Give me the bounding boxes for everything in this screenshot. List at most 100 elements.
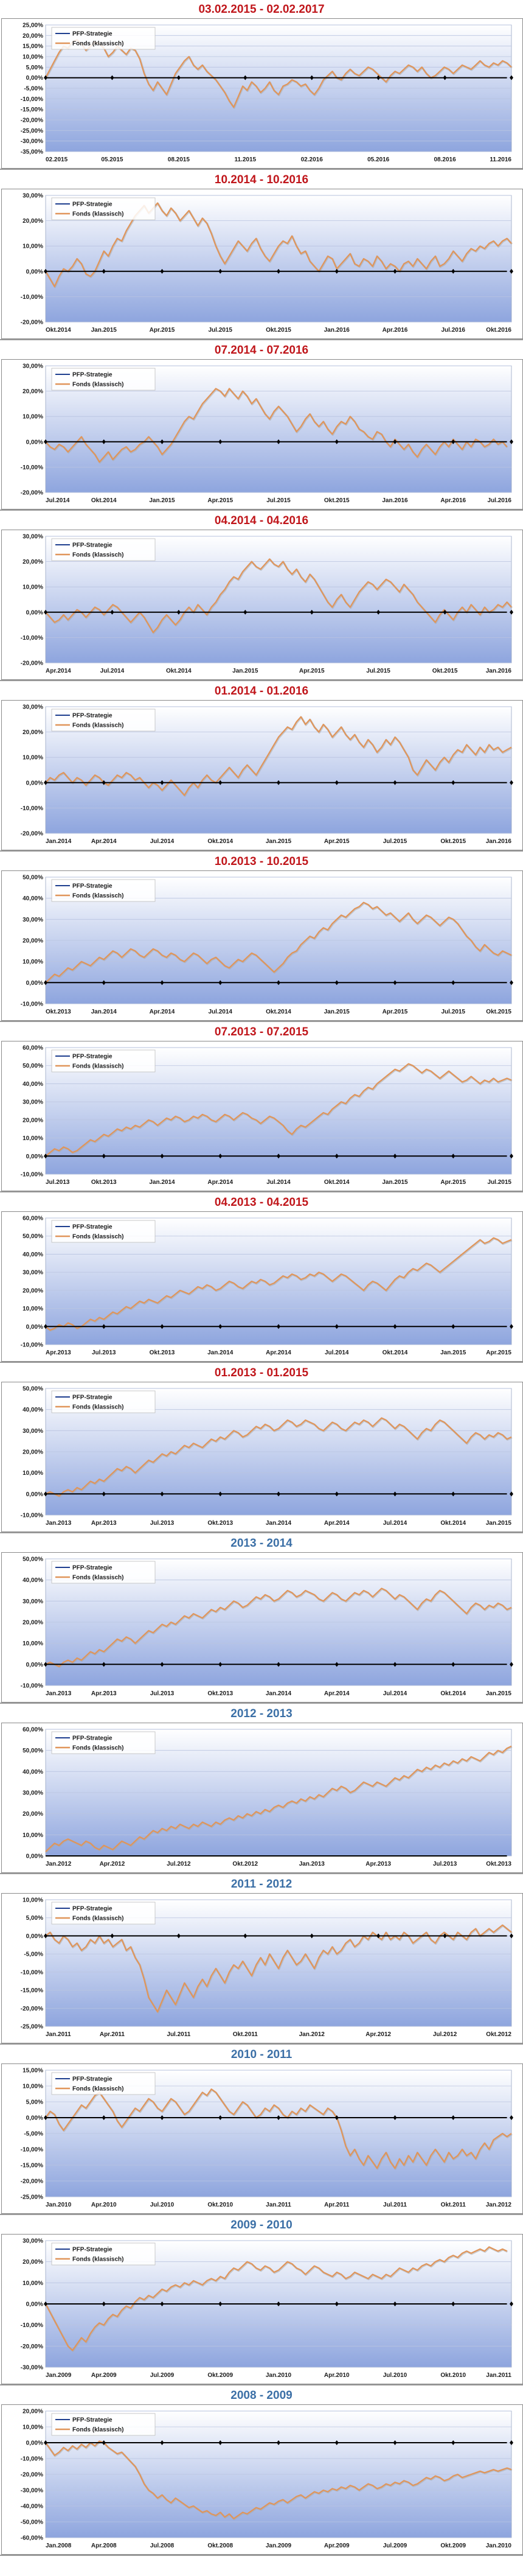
y-tick-label: 60,00% <box>23 1216 43 1222</box>
legend-label-strategy: PFP-Strategie <box>72 2076 113 2083</box>
y-tick-label: 0,00% <box>26 2440 43 2447</box>
x-tick-label: Jul.2015 <box>442 1009 466 1015</box>
x-tick-label: Jul.2011 <box>383 2202 407 2208</box>
x-tick-label: 08.2015 <box>168 156 190 163</box>
chart-frame: 50,00% 40,00% 30,00% 20,00% 10,00% 0,00% -10,0… <box>1 1382 523 1532</box>
x-tick-label: Jan.2014 <box>266 1520 292 1527</box>
x-tick-label: Jul.2009 <box>150 2372 175 2379</box>
fund-series-line <box>45 1924 512 2013</box>
zero-line-marker <box>443 1933 447 1939</box>
y-tick-label: -30,00% <box>21 2365 43 2371</box>
zero-line-marker <box>160 2301 164 2306</box>
zero-line-marker <box>376 75 381 80</box>
x-tick-label: 08.2016 <box>434 156 456 163</box>
x-tick-label: Jan.2014 <box>207 1349 234 1356</box>
x-tick-label: Jul.2012 <box>433 2031 457 2038</box>
y-tick-label: -20,00% <box>21 2343 43 2350</box>
legend-box <box>51 538 156 561</box>
chart-legend: PFP-Strategie Fonds (klassisch) <box>51 197 156 220</box>
zero-line-marker <box>451 1491 455 1497</box>
zero-line-marker <box>510 268 513 274</box>
y-tick-label: -10,00% <box>21 96 43 103</box>
x-tick-label: Apr.2015 <box>207 497 233 504</box>
y-tick-label: 0,00% <box>26 1153 43 1160</box>
chart-legend: PFP-Strategie Fonds (klassisch) <box>51 1731 156 1754</box>
fund-series-line <box>45 1237 512 1331</box>
x-tick-label: Okt.2014 <box>440 1520 466 1527</box>
y-tick-label: 50,00% <box>23 1386 43 1393</box>
x-tick-label: Okt.2013 <box>91 1179 117 1186</box>
x-tick-label: Okt.2015 <box>486 1009 511 1015</box>
y-tick-label: -25,00% <box>21 2194 43 2201</box>
x-tick-label: Apr.2014 <box>324 1520 350 1527</box>
x-tick-label: Jan.2015 <box>486 1690 512 1697</box>
fund-series-line <box>45 1745 512 1852</box>
x-tick-label: Apr.2015 <box>324 838 350 845</box>
zero-line-marker <box>510 1662 513 1667</box>
zero-line-marker <box>160 268 164 274</box>
chart-panel: 2008 - 2009 20,00% 10,00% 0,00% -10,00% -20,0… <box>0 2386 523 2557</box>
zero-line-marker <box>393 1491 397 1497</box>
y-tick-label: -20,00% <box>21 660 43 667</box>
x-tick-label: Okt.2010 <box>440 2372 466 2379</box>
zero-line-marker <box>443 609 447 615</box>
x-tick-label: Apr.2012 <box>365 2031 391 2038</box>
legend-box <box>51 1731 156 1754</box>
zero-line-marker <box>451 980 455 985</box>
chart-title: 01.2013 - 01.2015 <box>214 1367 309 1379</box>
y-tick-label: -10,00% <box>21 2322 43 2329</box>
zero-line-marker <box>393 439 397 444</box>
chart-panel: 2011 - 2012 10,00% 5,00% 0,00% -5,00% -10,00%… <box>0 1875 523 2045</box>
zero-line-marker <box>510 780 513 785</box>
line-chart: 60,00% 50,00% 40,00% 30,00% 20,00% 10,00% 0,00… <box>21 1216 513 1356</box>
y-tick-label: 10,00% <box>23 1135 43 1142</box>
y-tick-label: -10,00% <box>21 635 43 642</box>
chart-legend: PFP-Strategie Fonds (klassisch) <box>51 1220 156 1243</box>
y-tick-label: -10,00% <box>21 2147 43 2154</box>
y-tick-label: 10,00% <box>23 584 43 591</box>
zero-line-marker <box>334 439 339 444</box>
x-tick-label: Jan.2013 <box>299 1861 325 1867</box>
x-tick-label: Jul.2014 <box>150 838 175 845</box>
line-chart: 30,00% 20,00% 10,00% 0,00% -10,00% -20,00% -30… <box>21 2238 513 2379</box>
zero-line-marker <box>510 1491 513 1497</box>
legend-box <box>51 27 156 50</box>
x-tick-label: Okt.2009 <box>440 2543 466 2549</box>
y-tick-label: -10,00% <box>21 1342 43 1349</box>
chart-panel: 01.2013 - 01.2015 50,00% 40,00% 30,00% 20,00… <box>0 1363 523 1534</box>
x-tick-label: Okt.2015 <box>266 327 291 334</box>
panel-separator <box>0 680 523 681</box>
chart-panel: 03.02.2015 - 02.02.2017 25,00% 20,00% 15,00… <box>0 0 523 170</box>
line-chart: 50,00% 40,00% 30,00% 20,00% 10,00% 0,00% -10,0… <box>21 1556 513 1697</box>
legend-box <box>51 1049 156 1073</box>
fund-series-line <box>45 2246 508 2351</box>
chart-frame: 10,00% 5,00% 0,00% -5,00% -10,00% -15,00% -20,… <box>1 1893 523 2043</box>
y-tick-label: 10,00% <box>23 414 43 421</box>
zero-line-marker <box>102 268 106 274</box>
y-tick-label: 0,00% <box>26 1324 43 1331</box>
zero-line-marker <box>160 1153 164 1159</box>
panel-separator <box>0 2384 523 2385</box>
zero-line-marker <box>393 268 397 274</box>
x-tick-label: Apr.2013 <box>91 1520 117 1527</box>
y-tick-label: -15,00% <box>21 107 43 113</box>
x-tick-label: Okt.2013 <box>46 1009 71 1015</box>
x-tick-label: Jan.2014 <box>149 1179 175 1186</box>
x-tick-label: Jan.2015 <box>149 497 175 504</box>
zero-line-marker <box>334 1153 339 1159</box>
x-tick-label: Jul.2009 <box>383 2543 407 2549</box>
zero-line-marker <box>393 1662 397 1667</box>
x-tick-label: Jan.2013 <box>46 1690 72 1697</box>
x-tick-label: Jan.2011 <box>486 2372 511 2379</box>
zero-line-marker <box>102 2301 106 2306</box>
x-tick-label: Jul.2014 <box>266 1179 291 1186</box>
y-tick-label: -10,00% <box>21 1683 43 1690</box>
chart-title: 2009 - 2010 <box>230 2219 293 2231</box>
y-tick-label: -10,00% <box>21 1172 43 1178</box>
legend-label-fund: Fonds (klassisch) <box>72 1234 123 1241</box>
zero-line-marker <box>218 1153 223 1159</box>
chart-legend: PFP-Strategie Fonds (klassisch) <box>51 368 156 391</box>
legend-label-strategy: PFP-Strategie <box>72 2247 113 2253</box>
line-chart: 30,00%20,00%10,00%0,00%-10,00%-20,00%Okt… <box>21 193 513 334</box>
